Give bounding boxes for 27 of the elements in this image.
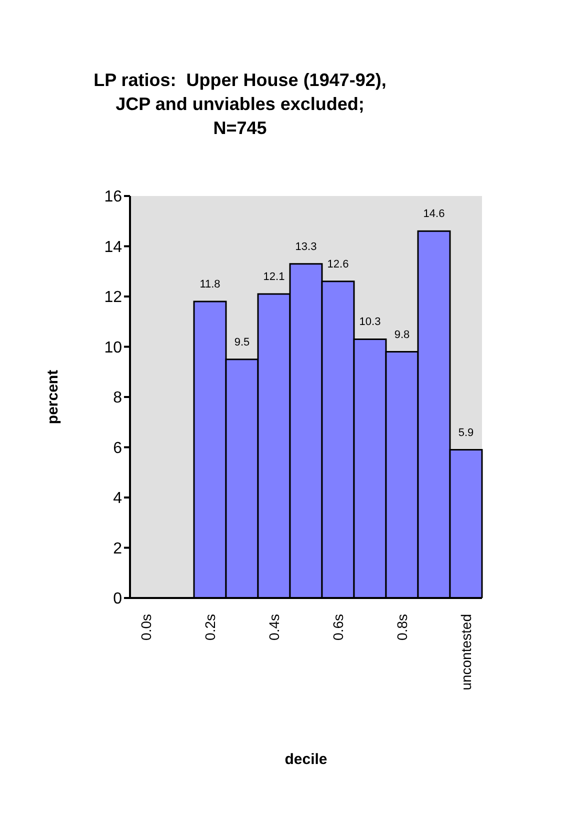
data-label: 10.3 xyxy=(359,316,381,328)
x-tick-label: 0.0s xyxy=(138,614,154,640)
data-label: 5.9 xyxy=(458,426,474,439)
y-tick-label: 12 xyxy=(104,289,122,306)
x-tick-label: 0.6s xyxy=(330,614,346,640)
x-axis-title: decile xyxy=(284,751,328,768)
y-tick-label: 8 xyxy=(113,390,122,407)
x-tick-label: 0.4s xyxy=(266,614,282,640)
x-tick-label: 0.2s xyxy=(202,614,218,640)
data-label: 9.5 xyxy=(234,336,250,348)
chart-title: LP ratios: Upper House (1947-92), JCP and unviables excluded; N=745 xyxy=(92,69,388,140)
y-tick-label: 0 xyxy=(113,590,122,608)
x-tick-label: 0.8s xyxy=(394,614,410,640)
y-tick-label: 4 xyxy=(113,490,122,508)
y-tick-label: 16 xyxy=(104,188,122,206)
data-label: 13.3 xyxy=(295,240,317,253)
data-label: 9.8 xyxy=(394,328,410,341)
y-tick-label: 6 xyxy=(113,440,122,457)
data-label: 14.6 xyxy=(423,208,445,220)
y-tick-label: 10 xyxy=(104,339,122,356)
x-tick-label: uncontested xyxy=(458,614,474,690)
data-label: 11.8 xyxy=(200,278,220,291)
data-label: 12.1 xyxy=(263,270,285,283)
data-label: 12.6 xyxy=(327,258,349,270)
y-tick-label: 14 xyxy=(104,238,122,256)
y-axis-title: percent xyxy=(44,370,62,424)
y-tick-label: 2 xyxy=(113,540,122,558)
